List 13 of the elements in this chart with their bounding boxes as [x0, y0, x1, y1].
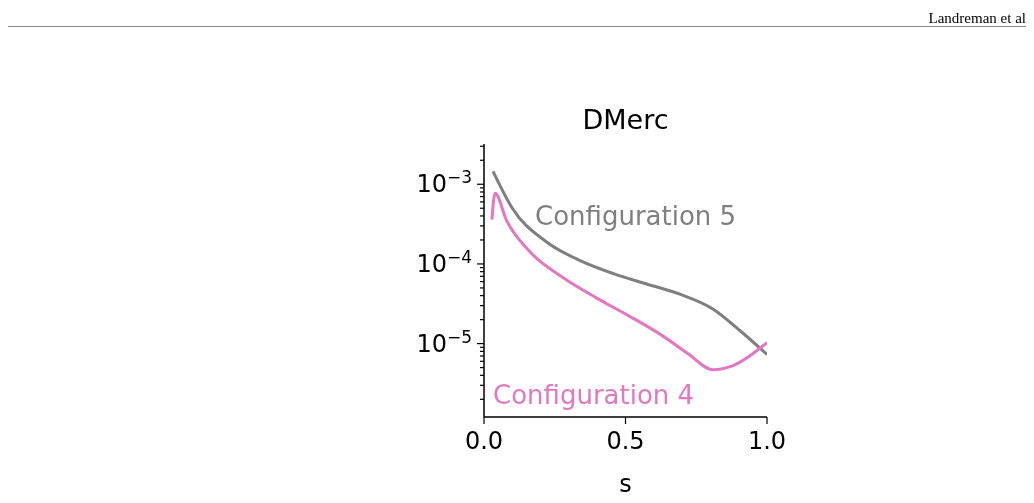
- line-series: [491, 169, 767, 357]
- line-series: [490, 191, 767, 372]
- series-label: Configuration 4: [493, 380, 695, 410]
- x-tick-label: 0.0: [464, 427, 504, 455]
- chart-title: DMerc: [581, 104, 670, 135]
- x-axis-title: s: [618, 470, 633, 498]
- y-tick-label: 10$^{−4}$: [416, 246, 472, 278]
- series-label: Configuration 5: [535, 201, 737, 231]
- text: Landreman et al: [928, 10, 1026, 27]
- x-tick-label: 0.5: [606, 427, 645, 455]
- y-tick-label: 10$^{−3}$: [416, 166, 472, 199]
- y-tick-label: 10$^{−5}$: [416, 326, 472, 358]
- x-tick-label: 1.0: [747, 427, 787, 455]
